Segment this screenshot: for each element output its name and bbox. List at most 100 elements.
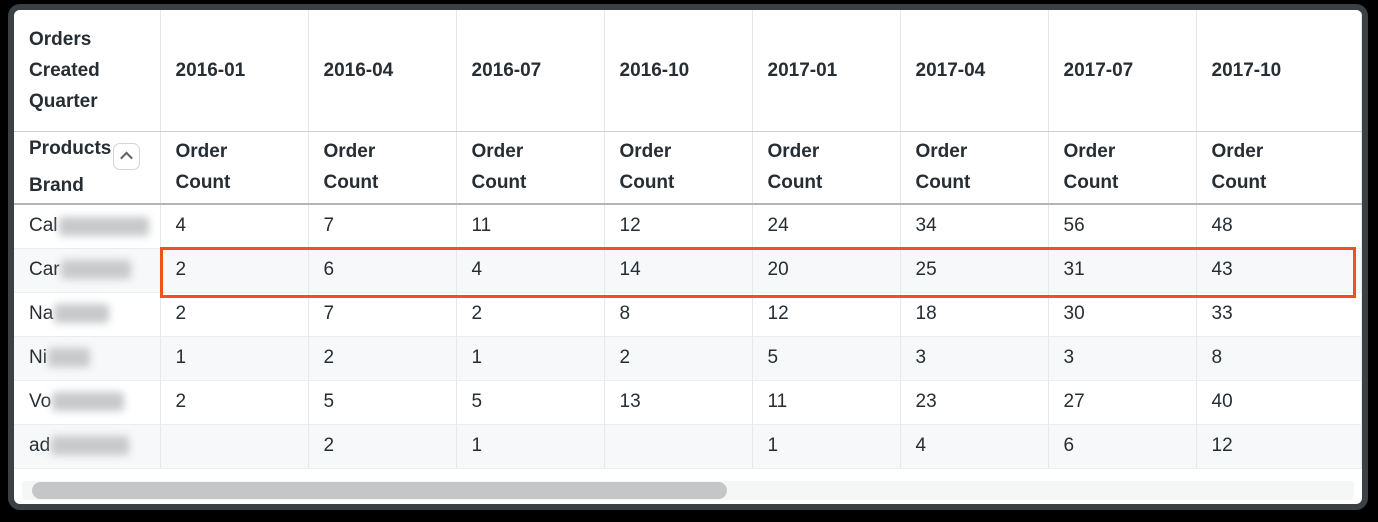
order-count-cell[interactable]: 5 [752, 336, 901, 381]
order-count-cell[interactable]: 8 [1196, 336, 1362, 381]
measure-header-label: Order Count [915, 141, 971, 194]
order-count-cell[interactable]: 12 [752, 292, 901, 337]
table-row: Cal 4 7 11 12 24 34 56 48 [14, 204, 1362, 249]
brand-cell[interactable]: Ni [14, 336, 161, 381]
order-count-cell[interactable]: 2 [604, 336, 753, 381]
order-count-cell[interactable]: 1 [456, 336, 605, 381]
order-count-cell[interactable]: 7 [308, 204, 457, 249]
order-count-cell[interactable]: 2 [308, 336, 457, 381]
order-count-cell[interactable]: 48 [1196, 204, 1362, 249]
order-count-cell[interactable]: 18 [900, 292, 1049, 337]
order-count-cell[interactable]: 6 [308, 248, 457, 293]
measure-column-header[interactable]: Order Count [456, 131, 605, 205]
order-count-cell[interactable]: 5 [308, 380, 457, 425]
redacted-brand-text [58, 216, 149, 236]
order-count-cell[interactable]: 13 [604, 380, 753, 425]
brand-label: Na [29, 302, 54, 324]
order-count-cell[interactable] [604, 424, 753, 469]
order-count-cell[interactable]: 4 [900, 424, 1049, 469]
order-count-cell[interactable]: 34 [900, 204, 1049, 249]
table-row: Ni 1 2 1 2 5 3 3 8 [14, 336, 1362, 381]
order-count-cell[interactable]: 43 [1196, 248, 1362, 293]
brand-cell[interactable]: Vo [14, 380, 161, 425]
quarter-column-header[interactable]: 2017-01 [752, 10, 901, 132]
order-count-cell[interactable]: 27 [1048, 380, 1197, 425]
measure-header-label: Order Count [767, 141, 823, 194]
order-count-cell[interactable]: 6 [1048, 424, 1197, 469]
order-count-cell[interactable]: 12 [1196, 424, 1362, 469]
brand-cell[interactable]: ad [14, 424, 161, 469]
brand-cell[interactable]: Na [14, 292, 161, 337]
products-brand-label-line2: Brand [29, 175, 84, 197]
quarter-header-row: Orders Created Quarter 2016-01 2016-04 201… [14, 10, 1362, 132]
measure-column-header[interactable]: Order Count [900, 131, 1049, 205]
measure-column-header[interactable]: Order Count [160, 131, 309, 205]
quarter-column-header[interactable]: 2017-10 [1196, 10, 1362, 132]
quarter-column-header[interactable]: 2017-07 [1048, 10, 1197, 132]
table-window: Orders Created Quarter 2016-01 2016-04 201… [8, 4, 1368, 510]
order-count-cell[interactable]: 3 [1048, 336, 1197, 381]
measure-header-label: Order Count [1063, 141, 1119, 194]
redacted-brand-text [51, 436, 130, 456]
order-count-cell[interactable]: 40 [1196, 380, 1362, 425]
order-count-cell[interactable]: 1 [752, 424, 901, 469]
order-count-cell[interactable]: 25 [900, 248, 1049, 293]
order-count-cell[interactable]: 56 [1048, 204, 1197, 249]
order-count-cell[interactable]: 14 [604, 248, 753, 293]
horizontal-scrollbar[interactable] [22, 481, 1354, 500]
order-count-cell[interactable]: 8 [604, 292, 753, 337]
order-count-cell[interactable]: 2 [160, 292, 309, 337]
brand-cell[interactable]: Car [14, 248, 161, 293]
order-count-cell[interactable] [160, 424, 309, 469]
brand-label: Vo [29, 390, 52, 412]
quarter-column-header[interactable]: 2017-04 [900, 10, 1049, 132]
quarter-column-header[interactable]: 2016-10 [604, 10, 753, 132]
measure-header-label: Order Count [175, 141, 231, 194]
chevron-up-icon [120, 151, 134, 165]
order-count-cell[interactable]: 11 [752, 380, 901, 425]
order-count-cell[interactable]: 11 [456, 204, 605, 249]
order-count-cell[interactable]: 4 [160, 204, 309, 249]
order-count-cell[interactable]: 24 [752, 204, 901, 249]
scrollbar-thumb[interactable] [32, 482, 727, 499]
order-count-cell[interactable]: 23 [900, 380, 1049, 425]
order-count-cell[interactable]: 31 [1048, 248, 1197, 293]
order-count-cell[interactable]: 1 [160, 336, 309, 381]
quarter-column-header[interactable]: 2016-01 [160, 10, 309, 132]
measure-header-label: Order Count [1211, 141, 1267, 194]
measure-column-header[interactable]: Order Count [308, 131, 457, 205]
order-count-cell[interactable]: 5 [456, 380, 605, 425]
order-count-pivot-table: Orders Created Quarter 2016-01 2016-04 201… [14, 10, 1362, 469]
brand-label: Ni [29, 346, 47, 368]
order-count-cell[interactable]: 2 [160, 248, 309, 293]
corner-header: Orders Created Quarter [14, 10, 161, 132]
order-count-cell[interactable]: 3 [900, 336, 1049, 381]
measure-column-header[interactable]: Order Count [752, 131, 901, 205]
order-count-cell[interactable]: 33 [1196, 292, 1362, 337]
order-count-cell[interactable]: 4 [456, 248, 605, 293]
quarter-column-header[interactable]: 2016-04 [308, 10, 457, 132]
measure-column-header[interactable]: Order Count [604, 131, 753, 205]
pivot-table-container: Orders Created Quarter 2016-01 2016-04 201… [14, 10, 1362, 504]
quarter-column-header[interactable]: 2016-07 [456, 10, 605, 132]
order-count-cell[interactable]: 20 [752, 248, 901, 293]
table-row: Na 2 7 2 8 12 18 30 33 [14, 292, 1362, 337]
order-count-cell[interactable]: 2 [456, 292, 605, 337]
collapse-row-header-button[interactable] [113, 143, 141, 171]
measure-header-label: Order Count [619, 141, 675, 194]
redacted-brand-text [54, 304, 110, 324]
order-count-cell[interactable]: 2 [308, 424, 457, 469]
measure-column-header[interactable]: Order Count [1196, 131, 1362, 205]
measure-column-header[interactable]: Order Count [1048, 131, 1197, 205]
table-row: ad 2 1 1 4 6 12 [14, 424, 1362, 469]
order-count-cell[interactable]: 12 [604, 204, 753, 249]
measure-header-row: Products Brand Order Count Order Count Ord… [14, 131, 1362, 205]
products-brand-label-line1: Products [29, 138, 112, 160]
order-count-cell[interactable]: 7 [308, 292, 457, 337]
order-count-cell[interactable]: 30 [1048, 292, 1197, 337]
order-count-cell[interactable]: 2 [160, 380, 309, 425]
order-count-cell[interactable]: 1 [456, 424, 605, 469]
redacted-brand-text [60, 260, 131, 280]
table-row: Vo 2 5 5 13 11 23 27 40 [14, 380, 1362, 425]
brand-cell[interactable]: Cal [14, 204, 161, 249]
